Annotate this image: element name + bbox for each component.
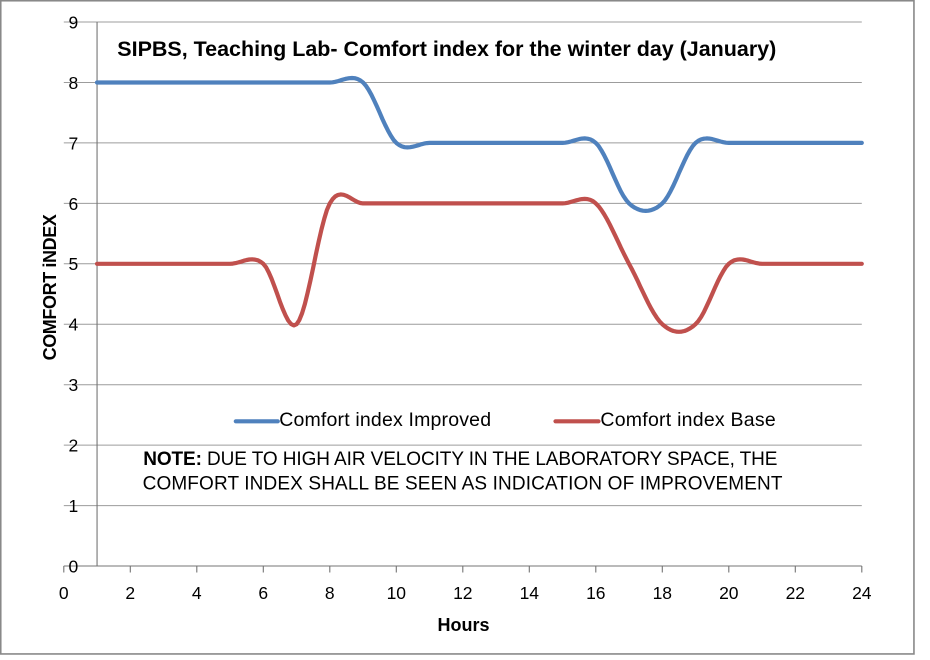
svg-text:14: 14 bbox=[520, 583, 540, 603]
svg-text:Comfort index Improved: Comfort index Improved bbox=[279, 409, 491, 431]
svg-text:2: 2 bbox=[125, 583, 135, 603]
svg-text:SIPBS, Teaching Lab- Comfort i: SIPBS, Teaching Lab- Comfort index for t… bbox=[117, 37, 776, 61]
svg-text:1: 1 bbox=[69, 496, 79, 516]
svg-text:NOTE: DUE TO HIGH AIR VELOCITY: NOTE: DUE TO HIGH AIR VELOCITY IN THE LA… bbox=[143, 449, 777, 470]
svg-text:6: 6 bbox=[258, 583, 268, 603]
svg-text:2: 2 bbox=[69, 436, 79, 456]
svg-text:0: 0 bbox=[69, 556, 79, 576]
svg-text:18: 18 bbox=[653, 583, 672, 603]
svg-text:22: 22 bbox=[786, 583, 805, 603]
svg-text:3: 3 bbox=[69, 375, 79, 395]
svg-text:7: 7 bbox=[69, 133, 79, 153]
svg-text:16: 16 bbox=[586, 583, 605, 603]
svg-text:8: 8 bbox=[69, 73, 79, 93]
svg-text:9: 9 bbox=[69, 12, 79, 32]
svg-text:20: 20 bbox=[719, 583, 739, 603]
svg-text:12: 12 bbox=[453, 583, 472, 603]
svg-text:8: 8 bbox=[325, 583, 335, 603]
svg-text:0: 0 bbox=[59, 583, 69, 603]
svg-text:Hours: Hours bbox=[437, 615, 489, 635]
svg-text:4: 4 bbox=[69, 315, 79, 335]
svg-text:COMFORT INDEX SHALL BE SEEN AS: COMFORT INDEX SHALL BE SEEN AS INDICATIO… bbox=[143, 474, 783, 495]
svg-text:Comfort index Base: Comfort index Base bbox=[600, 409, 776, 431]
svg-text:6: 6 bbox=[69, 194, 79, 214]
svg-text:5: 5 bbox=[69, 254, 79, 274]
svg-text:10: 10 bbox=[387, 583, 407, 603]
svg-text:4: 4 bbox=[192, 583, 202, 603]
svg-text:24: 24 bbox=[852, 583, 872, 603]
svg-text:COMFORT iNDEX: COMFORT iNDEX bbox=[40, 214, 60, 360]
